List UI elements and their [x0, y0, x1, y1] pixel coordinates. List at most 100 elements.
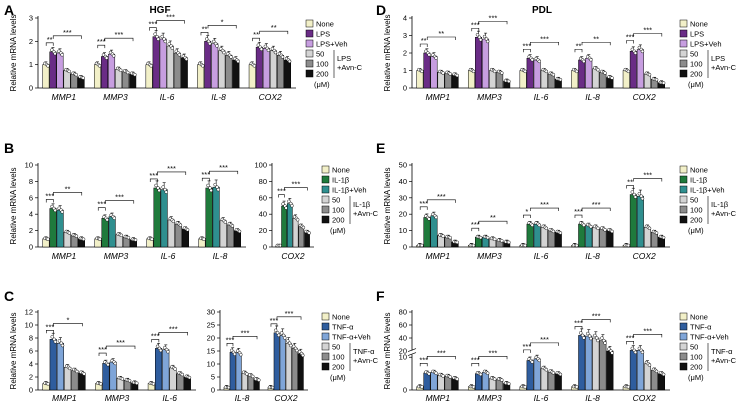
significance-marker: * — [221, 17, 224, 26]
legend-label: TNF-α — [332, 323, 354, 332]
bar — [526, 360, 534, 391]
significance-bracket — [419, 206, 428, 210]
data-point — [53, 208, 57, 213]
legend-swatch — [679, 342, 688, 351]
legend-swatch — [679, 19, 688, 28]
y-tick-label: 2 — [29, 373, 33, 382]
legend-swatch — [321, 312, 330, 321]
significance-bracket — [105, 200, 135, 204]
legend-label: IL-1β+Veh — [332, 186, 367, 195]
bar — [56, 52, 64, 89]
legend-swatch — [679, 29, 688, 38]
legend-label: TNF-α+Veh — [332, 333, 371, 342]
data-point — [558, 231, 563, 235]
legend-swatch — [679, 352, 688, 361]
legend-unit: (μM) — [330, 226, 346, 235]
data-point — [633, 51, 638, 55]
significance-marker: *** — [471, 20, 480, 29]
legend-swatch — [679, 322, 688, 331]
data-point — [105, 218, 109, 222]
data-point — [291, 344, 296, 349]
data-point — [149, 64, 153, 68]
significance-bracket — [278, 194, 285, 198]
significance-marker: *** — [437, 348, 446, 357]
significance-marker: ** — [271, 23, 277, 32]
significance-marker: *** — [489, 348, 498, 357]
bar — [49, 339, 57, 391]
significance-bracket — [284, 187, 308, 191]
bar — [416, 70, 424, 89]
y-tick-label: 5 — [211, 373, 215, 382]
significance-marker: ** — [576, 41, 582, 50]
y-tick-label: 2 — [29, 226, 33, 235]
y-tick-label: 1 — [403, 66, 407, 75]
data-point — [229, 55, 233, 59]
chart-c: 0 2 4 6 8 10 12 Relative mRNA levels MMP1 MMP3 IL-… — [9, 308, 196, 403]
bar — [643, 227, 651, 248]
category-label: COX2 — [281, 251, 304, 261]
significance-bracket — [200, 32, 209, 36]
data-point — [610, 351, 614, 355]
significance-marker: * — [525, 207, 528, 216]
chart-b2: 020406080100COX2******NoneIL-1βIL-1β+Veh… — [254, 161, 378, 262]
legend-group-label: LPS — [711, 54, 725, 63]
significance-bracket — [574, 48, 583, 53]
legend-swatch — [305, 59, 314, 68]
significance-bracket — [626, 185, 634, 189]
legend-label: None — [690, 313, 708, 322]
significance-bracket — [98, 352, 107, 357]
panel-letter-c: C — [4, 288, 14, 304]
data-point — [166, 349, 170, 354]
legend-label: 100 — [332, 353, 345, 362]
significance-marker: *** — [169, 324, 178, 333]
bar — [219, 220, 227, 248]
category-label: IL-6 — [162, 393, 177, 403]
bar — [56, 342, 64, 391]
legend-label: 100 — [332, 206, 345, 215]
significance-bracket — [97, 207, 106, 211]
data-point — [500, 378, 504, 382]
significance-marker: *** — [643, 326, 652, 335]
data-point — [544, 368, 549, 372]
data-point — [256, 43, 261, 47]
data-point — [135, 381, 139, 385]
significance-bracket — [626, 40, 634, 44]
significance-marker: *** — [116, 338, 125, 347]
data-point — [544, 226, 549, 231]
data-point — [434, 56, 438, 60]
bar — [49, 51, 57, 89]
bar — [482, 372, 490, 391]
significance-bracket — [419, 363, 428, 367]
category-label: MMP3 — [103, 92, 128, 102]
data-point — [633, 195, 638, 199]
data-point — [252, 64, 257, 68]
data-point — [482, 34, 487, 39]
significance-marker: ** — [627, 178, 633, 187]
data-point — [420, 243, 424, 248]
legend-label: TNF-α — [690, 323, 712, 332]
bar — [571, 70, 579, 89]
bar — [298, 226, 305, 248]
data-point — [603, 341, 607, 345]
bar — [197, 64, 205, 89]
bar — [533, 358, 541, 391]
significance-bracket — [104, 37, 134, 42]
legend-swatch — [321, 352, 330, 361]
bar — [643, 363, 651, 391]
y-tick-label: 60 — [259, 193, 267, 202]
bar — [423, 217, 431, 248]
data-point — [295, 348, 299, 353]
y-tick-label: 20 — [399, 347, 407, 356]
data-point — [53, 51, 57, 56]
panel-letter-d: D — [376, 2, 386, 18]
bar — [526, 58, 534, 89]
bar — [102, 363, 110, 391]
data-point — [82, 372, 86, 376]
data-point — [215, 44, 219, 48]
significance-bracket — [426, 356, 456, 360]
data-point — [626, 69, 631, 74]
legend-swatch — [679, 69, 688, 78]
significance-marker: *** — [540, 200, 549, 209]
data-point — [455, 240, 459, 245]
